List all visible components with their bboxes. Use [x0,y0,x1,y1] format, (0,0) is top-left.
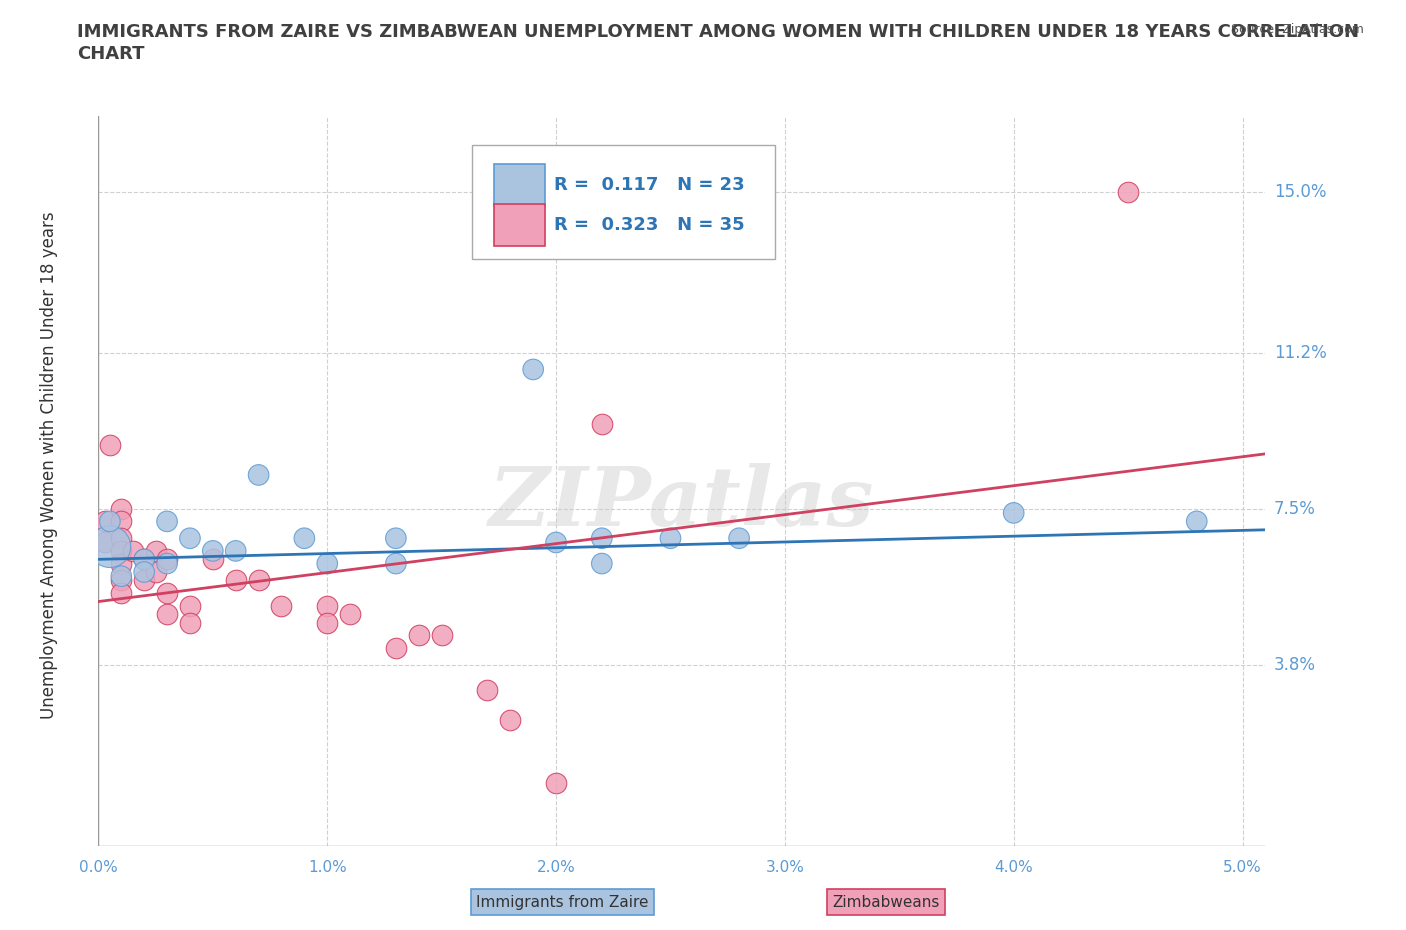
FancyBboxPatch shape [494,204,546,246]
Text: R =  0.323   N = 35: R = 0.323 N = 35 [554,216,744,234]
Point [225,543,247,558]
Text: 15.0%: 15.0% [1274,183,1326,201]
Point [499,712,522,727]
Point [659,531,682,546]
Text: 3.0%: 3.0% [765,860,804,875]
Point [110,531,132,546]
Point [134,565,156,579]
Point [98,514,121,529]
Point [145,543,167,558]
Point [201,551,224,566]
Text: 11.2%: 11.2% [1274,343,1326,362]
Point [94,514,117,529]
Point [110,569,132,584]
Point [1185,514,1208,529]
Point [121,543,143,558]
Text: 3.8%: 3.8% [1274,656,1316,674]
Point [247,468,270,483]
Point [522,362,544,377]
Point [292,531,315,546]
Point [1116,185,1139,200]
Text: 1.0%: 1.0% [308,860,347,875]
Point [316,616,339,631]
Point [98,438,121,453]
Text: IMMIGRANTS FROM ZAIRE VS ZIMBABWEAN UNEMPLOYMENT AMONG WOMEN WITH CHILDREN UNDER: IMMIGRANTS FROM ZAIRE VS ZIMBABWEAN UNEM… [77,23,1360,41]
Point [591,531,613,546]
Point [591,417,613,432]
Point [156,586,179,601]
Point [156,551,179,566]
Point [110,573,132,588]
Point [156,514,179,529]
Text: R =  0.117   N = 23: R = 0.117 N = 23 [554,176,744,193]
Point [408,628,430,643]
Text: 7.5%: 7.5% [1274,499,1316,518]
Point [544,535,567,550]
Text: ZIPatlas: ZIPatlas [489,463,875,543]
Point [134,551,156,566]
Point [385,556,408,571]
Point [591,556,613,571]
Point [1002,506,1025,521]
Text: 0.0%: 0.0% [79,860,118,875]
Point [145,565,167,579]
Text: 4.0%: 4.0% [994,860,1033,875]
Text: 5.0%: 5.0% [1223,860,1263,875]
Point [110,501,132,516]
Point [156,606,179,621]
Point [385,641,408,656]
Point [94,535,117,550]
Text: Unemployment Among Women with Children Under 18 years: Unemployment Among Women with Children U… [41,211,58,719]
Point [544,776,567,790]
Point [134,573,156,588]
Point [316,598,339,613]
Point [110,543,132,558]
Point [134,551,156,566]
Point [430,628,453,643]
Point [477,683,499,698]
FancyBboxPatch shape [494,164,546,206]
Point [179,531,201,546]
Point [179,598,201,613]
Point [179,616,201,631]
Point [98,539,121,554]
Point [339,606,361,621]
Text: CHART: CHART [77,45,145,62]
Point [728,531,751,546]
Point [110,514,132,529]
Point [247,573,270,588]
Point [110,586,132,601]
Point [225,573,247,588]
Point [201,543,224,558]
Point [156,556,179,571]
Point [316,556,339,571]
Text: Zimbabweans: Zimbabweans [832,895,939,910]
FancyBboxPatch shape [472,145,775,259]
Point [270,598,292,613]
Point [385,531,408,546]
Text: 2.0%: 2.0% [537,860,575,875]
Text: Immigrants from Zaire: Immigrants from Zaire [477,895,648,910]
Text: Source: ZipAtlas.com: Source: ZipAtlas.com [1230,23,1364,36]
Point [110,556,132,571]
